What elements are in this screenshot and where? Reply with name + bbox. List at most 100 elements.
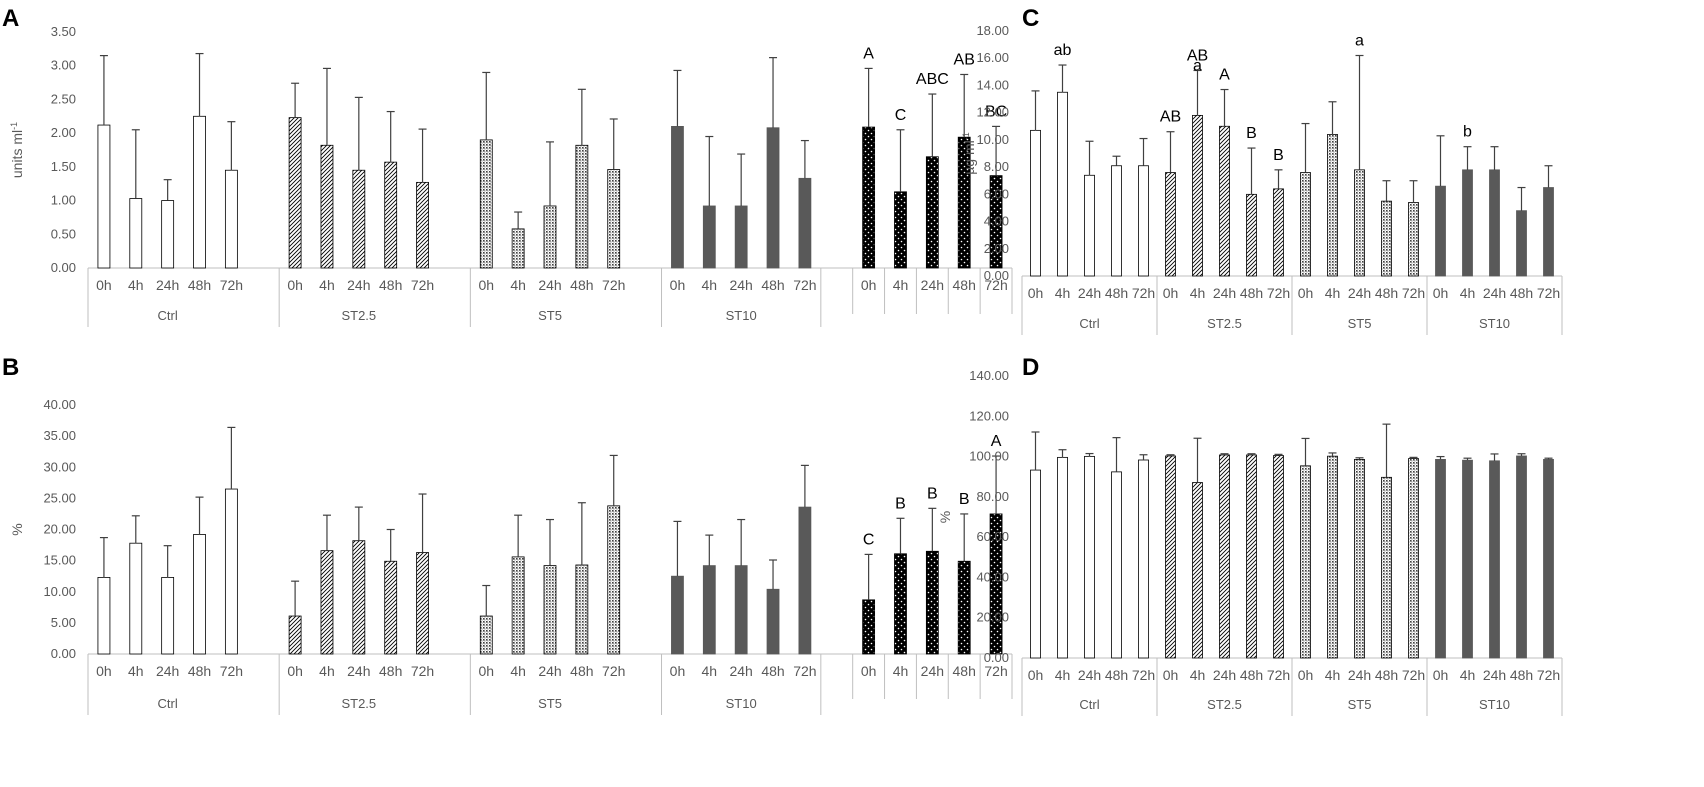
bar-a [543, 205, 557, 269]
group-label-d: ST10 [1479, 697, 1510, 712]
group-label-c: ST2.5 [1207, 316, 1242, 331]
y-tick-b: 20.00 [43, 522, 76, 537]
y-tick-d: 120.00 [969, 408, 1009, 423]
y-tick-a: 2.00 [51, 125, 76, 140]
bar-b [702, 565, 716, 655]
bar-c [1030, 129, 1041, 277]
bar-c [1084, 174, 1095, 277]
bar-d [1381, 476, 1392, 659]
x-tick-label-a: 4h [893, 277, 909, 293]
bar-a [224, 169, 238, 269]
x-tick-label-c: 48h [1375, 285, 1398, 301]
x-tick-label-a: 24h [921, 277, 944, 293]
bar-a [894, 191, 907, 269]
y-tick-b: 15.00 [43, 553, 76, 568]
bar-b [894, 553, 907, 655]
bar-c [1192, 114, 1203, 277]
x-tick-label-a: 48h [188, 277, 211, 293]
bar-b [224, 488, 238, 655]
x-tick-label-b: 24h [729, 663, 752, 679]
bar-b [288, 615, 302, 655]
bar-d [1435, 458, 1446, 659]
panel-letter-c: C [1022, 5, 1039, 32]
bar-d [1084, 455, 1095, 659]
y-tick-c: 8.00 [984, 159, 1009, 174]
bar-b [862, 599, 876, 655]
x-tick-label-d: 72h [1267, 667, 1290, 683]
significance-letter-c: B [1246, 125, 1257, 142]
x-tick-label-c: 4h [1460, 285, 1476, 301]
y-axis-label-d: % [937, 511, 953, 523]
significance-letter-c: A [1219, 67, 1230, 84]
bar-d [1516, 455, 1527, 659]
bar-b [320, 550, 334, 655]
x-tick-label-d: 24h [1213, 667, 1236, 683]
x-tick-label-b: 48h [379, 663, 402, 679]
x-tick-label-b: 48h [953, 663, 976, 679]
bar-c [1219, 125, 1230, 277]
x-tick-label-b: 24h [347, 663, 370, 679]
bar-b [129, 542, 143, 655]
y-tick-a: 1.50 [51, 159, 76, 174]
group-label-b: ST5 [538, 696, 562, 711]
bar-a [384, 161, 398, 269]
x-tick-label-b: 24h [921, 663, 944, 679]
x-tick-label-b: 4h [128, 663, 144, 679]
x-tick-label-a: 48h [953, 277, 976, 293]
x-tick-label-a: 0h [478, 277, 494, 293]
bar-a [734, 205, 748, 269]
y-axis-label-a: units ml-1 [9, 122, 25, 178]
bar-b [671, 575, 684, 655]
x-tick-label-d: 72h [1537, 667, 1560, 683]
significance-letter-b: B [895, 495, 906, 512]
bar-c [1138, 165, 1149, 277]
y-tick-a: 3.50 [51, 24, 76, 39]
x-tick-label-c: 24h [1213, 285, 1236, 301]
bar-b [798, 506, 812, 655]
bar-d [1111, 471, 1122, 659]
y-tick-c: 14.00 [976, 77, 1009, 92]
bar-d [1408, 458, 1419, 659]
significance-letter-a: BC [985, 103, 1007, 120]
y-axis-label-b: % [9, 523, 25, 535]
x-tick-label-a: 72h [793, 277, 816, 293]
x-tick-label-c: 72h [1402, 285, 1425, 301]
x-tick-label-b: 0h [287, 663, 303, 679]
bar-c [1408, 202, 1419, 277]
bar-d [1246, 454, 1257, 659]
bar-b [384, 560, 398, 655]
bar-a [129, 198, 143, 269]
x-tick-label-a: 48h [570, 277, 593, 293]
bar-d [1057, 456, 1068, 659]
bar-a [288, 117, 302, 269]
y-tick-b: 30.00 [43, 459, 76, 474]
bar-a [320, 144, 334, 269]
significance-letter-c: B [1273, 147, 1284, 164]
bar-c [1354, 169, 1365, 277]
x-tick-label-d: 0h [1433, 667, 1449, 683]
bar-a [798, 177, 812, 269]
x-tick-label-b: 48h [570, 663, 593, 679]
x-tick-label-d: 4h [1460, 667, 1476, 683]
x-tick-label-c: 48h [1510, 285, 1533, 301]
x-tick-label-c: 0h [1298, 285, 1314, 301]
bar-a [352, 169, 366, 269]
group-label-d: ST5 [1348, 697, 1372, 712]
y-tick-b: 40.00 [43, 397, 76, 412]
bar-c [1543, 187, 1554, 277]
x-tick-label-c: 72h [1267, 285, 1290, 301]
x-tick-label-c: 0h [1163, 285, 1179, 301]
y-tick-b: 0.00 [51, 646, 76, 661]
significance-letter-b: A [991, 433, 1002, 450]
bar-c [1462, 169, 1473, 277]
x-tick-label-a: 24h [347, 277, 370, 293]
significance-letter-a: ABC [916, 71, 949, 88]
chart-panel-d: 0.00 20.00 40.00 60.00 80.00 100.00 120.00 140.… [937, 368, 1563, 716]
bar-d [1354, 458, 1365, 659]
bar-d [1165, 455, 1176, 659]
x-tick-label-d: 0h [1298, 667, 1314, 683]
panel-letter-d: D [1022, 354, 1039, 381]
panel-letter-a: A [2, 5, 19, 32]
x-tick-label-d: 4h [1325, 667, 1341, 683]
y-tick-a: 0.00 [51, 260, 76, 275]
